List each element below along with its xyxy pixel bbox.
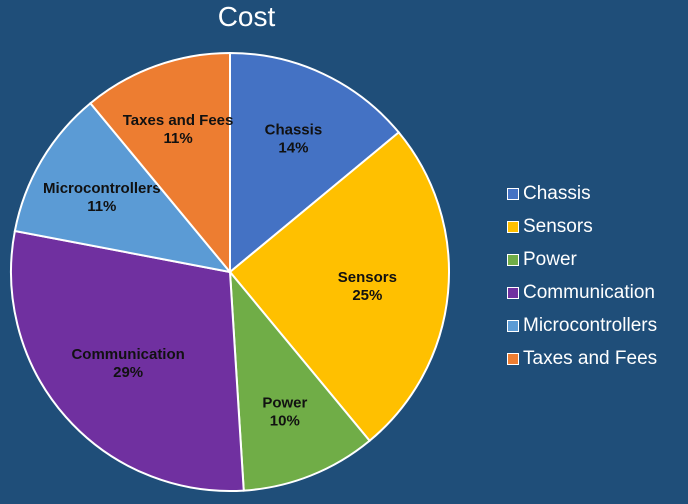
slice-label-percent: 11% — [87, 198, 116, 215]
pie-slice-communication — [10, 229, 245, 492]
slice-label-category: Chassis — [265, 121, 323, 138]
pie-slice-chassis — [229, 51, 401, 275]
pie-slice-power — [228, 268, 372, 492]
legend-item: Microcontrollers — [507, 309, 657, 342]
legend-item: Sensors — [507, 210, 657, 243]
slice-label-category: Communication — [71, 346, 184, 363]
slice-label-percent: 10% — [270, 412, 300, 429]
legend-label: Power — [523, 248, 577, 270]
legend-label: Taxes and Fees — [523, 347, 658, 369]
slice-label-percent: 25% — [352, 287, 382, 304]
legend-swatch — [507, 319, 519, 332]
legend-label: Communication — [523, 281, 655, 303]
slice-label-percent: 11% — [163, 130, 192, 147]
pie-slice-microcontrollers — [13, 101, 233, 274]
legend-swatch — [507, 286, 519, 299]
legend-item: Communication — [507, 276, 657, 309]
legend-label: Sensors — [523, 215, 593, 237]
legend-item: Power — [507, 243, 657, 276]
slice-label-category: Sensors — [338, 269, 397, 286]
slice-label-category: Taxes and Fees — [123, 112, 234, 129]
legend-swatch — [507, 253, 519, 266]
legend: Chassis Sensors Power Communication Microcon… — [507, 177, 657, 375]
legend-label: Microcontrollers — [523, 314, 658, 336]
legend-item: Taxes and Fees — [507, 342, 657, 375]
slice-label-category: Microcontrollers — [43, 180, 161, 197]
slice-label-category: Power — [262, 394, 307, 411]
legend-item: Chassis — [507, 177, 657, 210]
slice-label-percent: 29% — [113, 364, 143, 381]
legend-swatch — [507, 220, 519, 233]
legend-swatch — [507, 187, 519, 200]
chart-title: Cost — [217, 1, 276, 32]
slice-label-percent: 14% — [278, 139, 308, 156]
legend-label: Chassis — [523, 182, 591, 204]
pie-slice-sensors — [228, 130, 450, 443]
pie-slice-taxes-and-fees — [88, 51, 231, 275]
legend-swatch — [507, 352, 519, 365]
